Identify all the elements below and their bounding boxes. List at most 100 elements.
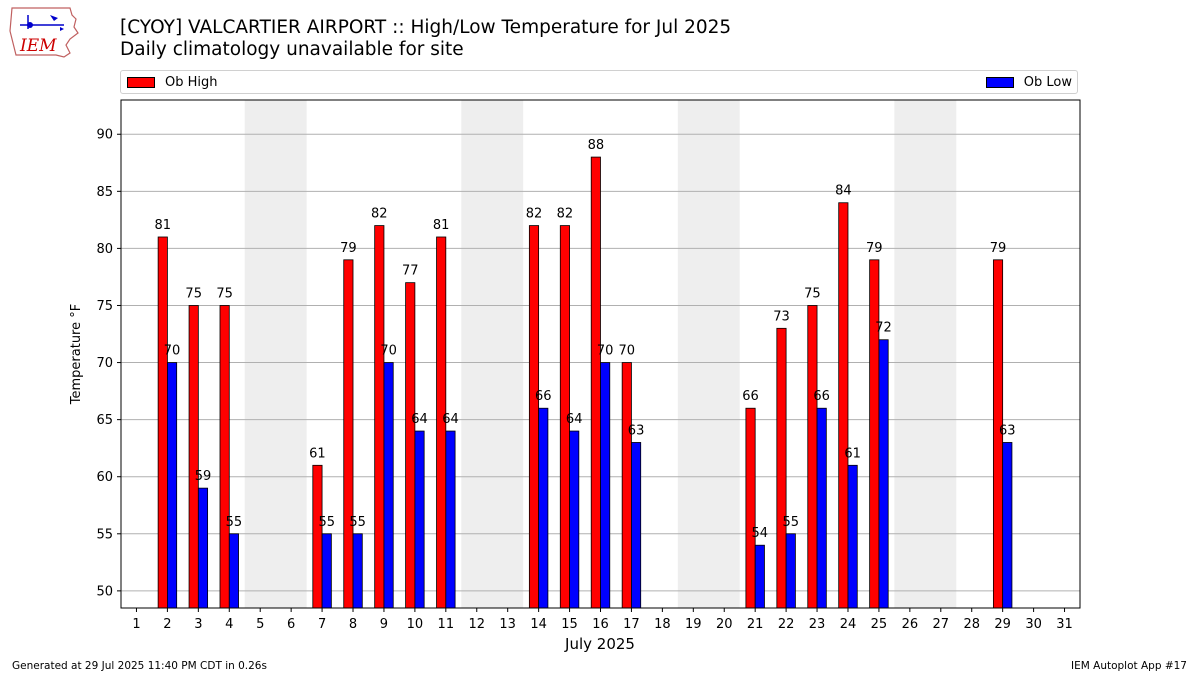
x-tick-label: 28 <box>963 617 980 632</box>
legend-label-high: Ob High <box>165 75 218 90</box>
x-tick-label: 8 <box>349 617 357 632</box>
data-label-low: 66 <box>813 389 830 404</box>
app-label: IEM Autoplot App #17 <box>1071 660 1187 672</box>
data-label-high: 81 <box>433 218 450 233</box>
x-tick-label: 23 <box>809 617 826 632</box>
data-label-low: 55 <box>318 515 335 530</box>
bar-high <box>188 305 199 609</box>
x-tick-label: 31 <box>1056 617 1073 632</box>
data-label-high: 77 <box>402 264 419 279</box>
iem-logo-text: IEM <box>19 36 57 56</box>
data-label-low: 63 <box>628 423 645 438</box>
y-axis-label: Temperature °F <box>69 304 84 405</box>
x-tick-label: 7 <box>318 617 326 632</box>
bar-high <box>590 156 601 609</box>
bar-low <box>352 533 363 609</box>
data-label-low: 63 <box>999 423 1016 438</box>
iem-logo-icon: IEM <box>9 7 79 58</box>
x-tick-label: 2 <box>163 617 171 632</box>
y-tick-label: 90 <box>96 128 113 143</box>
x-tick-label: 4 <box>225 617 233 632</box>
y-tick-label: 55 <box>96 527 113 542</box>
bar-low <box>445 430 456 609</box>
y-tick-label: 85 <box>96 185 113 200</box>
weekend-band <box>461 100 524 608</box>
weekend-bands <box>244 100 957 608</box>
x-tick-label: 12 <box>468 617 485 632</box>
y-axis: 50 55 60 65 70 75 80 85 90 <box>96 128 121 599</box>
x-tick-label: 17 <box>623 617 640 632</box>
data-label-low: 64 <box>442 412 459 427</box>
x-axis-label: July 2025 <box>564 635 635 653</box>
plot-frame <box>120 99 1081 609</box>
data-label-high: 70 <box>619 344 636 359</box>
data-label-low: 54 <box>752 526 769 541</box>
bar-high <box>869 259 880 609</box>
bars <box>157 156 1013 609</box>
x-tick-label: 19 <box>685 617 702 632</box>
x-tick-label: 6 <box>287 617 295 632</box>
data-label-high: 66 <box>742 389 759 404</box>
bar-high <box>312 464 323 609</box>
x-tick-label: 24 <box>840 617 857 632</box>
data-label-high: 73 <box>773 309 790 324</box>
data-label-low: 70 <box>380 344 397 359</box>
bar-high <box>838 202 849 609</box>
bar-high <box>157 236 168 609</box>
x-tick-label: 9 <box>380 617 388 632</box>
bar-high <box>807 305 818 609</box>
y-tick-label: 80 <box>96 242 113 257</box>
bar-high <box>621 362 632 609</box>
x-tick-label: 29 <box>994 617 1011 632</box>
x-tick-label: 21 <box>747 617 764 632</box>
x-tick-label: 20 <box>716 617 733 632</box>
data-label-high: 82 <box>557 207 574 222</box>
bar-low <box>878 339 889 609</box>
bar-low <box>600 362 611 609</box>
legend-item-low: Ob Low <box>985 75 1072 90</box>
x-tick-label: 26 <box>902 617 919 632</box>
bar-high <box>374 225 385 609</box>
x-tick-label: 5 <box>256 617 264 632</box>
bar-high <box>405 282 416 609</box>
x-axis: 1 2 3 4 5 6 7 8 9 10 11 12 13 14 15 16 17 18 19 20 21 22 23 24 2… <box>132 608 1073 632</box>
data-label-low: 55 <box>782 515 799 530</box>
bar-low <box>321 533 332 609</box>
bar-low <box>538 407 549 609</box>
bar-high <box>992 259 1004 609</box>
bar-low <box>754 544 765 609</box>
x-tick-label: 25 <box>871 617 888 632</box>
legend-swatch-low <box>985 77 1014 88</box>
data-labels: 81 75 75 61 79 82 77 81 82 82 88 70 66 73 75 84 79 79 70 59… <box>154 138 1015 541</box>
x-tick-label: 3 <box>194 617 202 632</box>
generated-timestamp: Generated at 29 Jul 2025 11:40 PM CDT in… <box>12 660 267 672</box>
bar-low <box>631 442 642 609</box>
data-label-low: 64 <box>566 412 583 427</box>
bar-high <box>559 225 570 609</box>
data-label-high: 61 <box>309 446 326 461</box>
data-label-low: 66 <box>535 389 552 404</box>
chart-subtitle: Daily climatology unavailable for site <box>120 39 464 60</box>
bar-low <box>228 533 239 609</box>
y-tick-label: 75 <box>96 299 113 314</box>
x-tick-label: 11 <box>438 617 455 632</box>
x-tick-label: 18 <box>654 617 671 632</box>
bar-low <box>847 464 858 609</box>
data-label-low: 61 <box>844 446 861 461</box>
data-label-high: 84 <box>835 184 852 199</box>
chart-title: [CYOY] VALCARTIER AIRPORT :: High/Low Te… <box>120 17 732 38</box>
bar-low <box>414 430 425 609</box>
data-label-high: 79 <box>990 241 1007 256</box>
x-tick-label: 15 <box>561 617 578 632</box>
data-label-high: 81 <box>154 218 171 233</box>
legend-item-high: Ob High <box>127 75 218 90</box>
bar-low <box>816 407 827 609</box>
data-label-high: 75 <box>185 286 202 301</box>
data-label-high: 88 <box>588 138 605 153</box>
bar-low <box>1002 442 1013 609</box>
data-label-high: 79 <box>866 241 883 256</box>
y-tick-label: 70 <box>96 356 113 371</box>
data-label-low: 72 <box>875 321 892 336</box>
x-tick-label: 16 <box>592 617 609 632</box>
legend-swatch-high <box>127 77 155 88</box>
